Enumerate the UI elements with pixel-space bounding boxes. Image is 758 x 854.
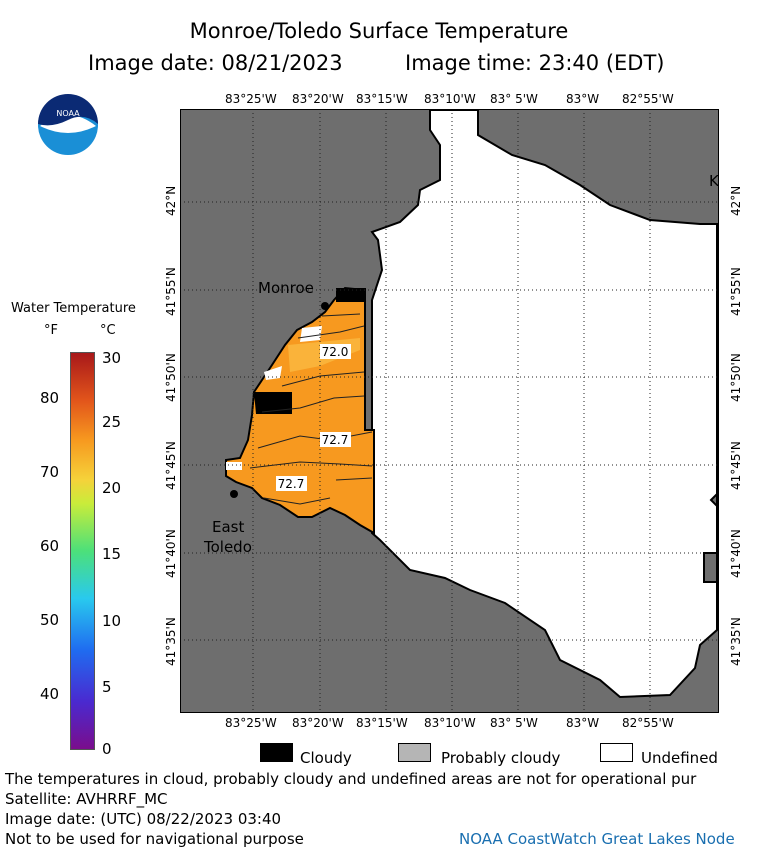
legend-swatch-probably-cloudy xyxy=(398,743,431,762)
utc-image-date: Image date: (UTC) 08/22/2023 03:40 xyxy=(5,810,282,828)
lat-label-left: 41°55'N xyxy=(164,267,178,316)
satellite-info: Satellite: AVHRRF_MC xyxy=(5,790,168,808)
place-label-monroe: Monroe xyxy=(258,279,314,297)
cloud-patch xyxy=(336,288,366,302)
lat-label-left: 42°N xyxy=(164,185,178,216)
contour-label: 72.0 xyxy=(320,344,351,359)
scale-c-tick: 25 xyxy=(102,413,122,431)
place-label-east: East xyxy=(212,518,244,536)
image-date: Image date: 08/21/2023 xyxy=(88,51,343,75)
color-bar xyxy=(70,352,95,750)
scale-f-tick: 80 xyxy=(40,389,60,407)
scale-c-tick: 10 xyxy=(102,612,122,630)
right-edge-land xyxy=(709,491,718,509)
contour-label: 72.7 xyxy=(276,476,307,491)
navigation-warning: Not to be used for navigational purpose xyxy=(5,830,304,848)
lat-label-right: 41°45'N xyxy=(729,441,743,490)
lon-label-top: 83°15'W xyxy=(356,92,408,106)
lon-label-bottom: 83°25'W xyxy=(225,716,277,730)
lat-label-right: 41°40'N xyxy=(729,529,743,578)
edge-place-label: K xyxy=(709,172,719,190)
contour-value: 72.0 xyxy=(322,345,349,359)
image-time: Image time: 23:40 (EDT) xyxy=(405,51,665,75)
scale-unit-f: °F xyxy=(44,323,58,338)
lat-label-right: 41°35'N xyxy=(729,617,743,666)
scale-f-tick: 70 xyxy=(40,463,60,481)
credit-text: NOAA CoastWatch Great Lakes Node xyxy=(459,830,735,848)
lon-label-bottom: 83°10'W xyxy=(424,716,476,730)
right-edge-land xyxy=(703,552,718,583)
scale-c-tick: 20 xyxy=(102,479,122,497)
noaa-logo: NOAA xyxy=(38,94,98,155)
lon-label-top: 83°W xyxy=(566,92,600,106)
contour-value: 72.7 xyxy=(322,433,349,447)
scale-c-tick: 15 xyxy=(102,545,122,563)
lat-label-left: 41°50'N xyxy=(164,353,178,402)
legend-swatch-cloudy xyxy=(260,743,293,762)
scale-f-tick: 60 xyxy=(40,537,60,555)
surface-temperature-map: 72.0 72.7 72.7 Monroe East Toledo K xyxy=(180,109,719,713)
scale-title: Water Temperature xyxy=(11,301,136,316)
legend-label-undefined: Undefined xyxy=(641,749,718,767)
place-label-toledo: Toledo xyxy=(203,538,252,556)
page-title: Monroe/Toledo Surface Temperature xyxy=(189,19,569,43)
scale-c-tick: 0 xyxy=(102,740,112,758)
lon-label-bottom: 83°W xyxy=(566,716,600,730)
lat-label-left: 41°40'N xyxy=(164,529,178,578)
scale-f-tick: 50 xyxy=(40,611,60,629)
contour-label: 72.7 xyxy=(320,432,351,447)
coastal-undefined-patch xyxy=(300,326,322,342)
lon-label-top: 83°25'W xyxy=(225,92,277,106)
graticule xyxy=(180,109,719,713)
legend-label-probably-cloudy: Probably cloudy xyxy=(441,749,561,767)
legend-label-cloudy: Cloudy xyxy=(300,749,352,767)
lon-label-bottom: 82°55'W xyxy=(622,716,674,730)
scale-c-tick: 30 xyxy=(102,349,122,367)
lat-label-right: 42°N xyxy=(729,185,743,216)
scale-unit-c: °C xyxy=(100,323,116,338)
lon-label-top: 83°20'W xyxy=(292,92,344,106)
lat-label-right: 41°50'N xyxy=(729,353,743,402)
lon-label-top: 83°10'W xyxy=(424,92,476,106)
contour-value: 72.7 xyxy=(278,477,305,491)
scale-f-tick: 40 xyxy=(40,685,60,703)
logo-text: NOAA xyxy=(56,109,80,118)
east-toledo-marker xyxy=(230,490,238,498)
lon-label-bottom: 83° 5'W xyxy=(490,716,538,730)
operational-note: The temperatures in cloud, probably clou… xyxy=(5,770,697,788)
lat-label-right: 41°55'N xyxy=(729,267,743,316)
cloud-patch xyxy=(254,392,292,414)
lat-label-left: 41°45'N xyxy=(164,441,178,490)
lon-label-top: 83° 5'W xyxy=(490,92,538,106)
lat-label-left: 41°35'N xyxy=(164,617,178,666)
lon-label-top: 82°55'W xyxy=(622,92,674,106)
lon-label-bottom: 83°20'W xyxy=(292,716,344,730)
scale-c-tick: 5 xyxy=(102,678,112,696)
coastal-undefined-patch xyxy=(226,462,242,470)
lon-label-bottom: 83°15'W xyxy=(356,716,408,730)
legend-swatch-undefined xyxy=(600,743,633,762)
undefined-water-area xyxy=(370,109,718,699)
monroe-marker xyxy=(321,302,329,310)
